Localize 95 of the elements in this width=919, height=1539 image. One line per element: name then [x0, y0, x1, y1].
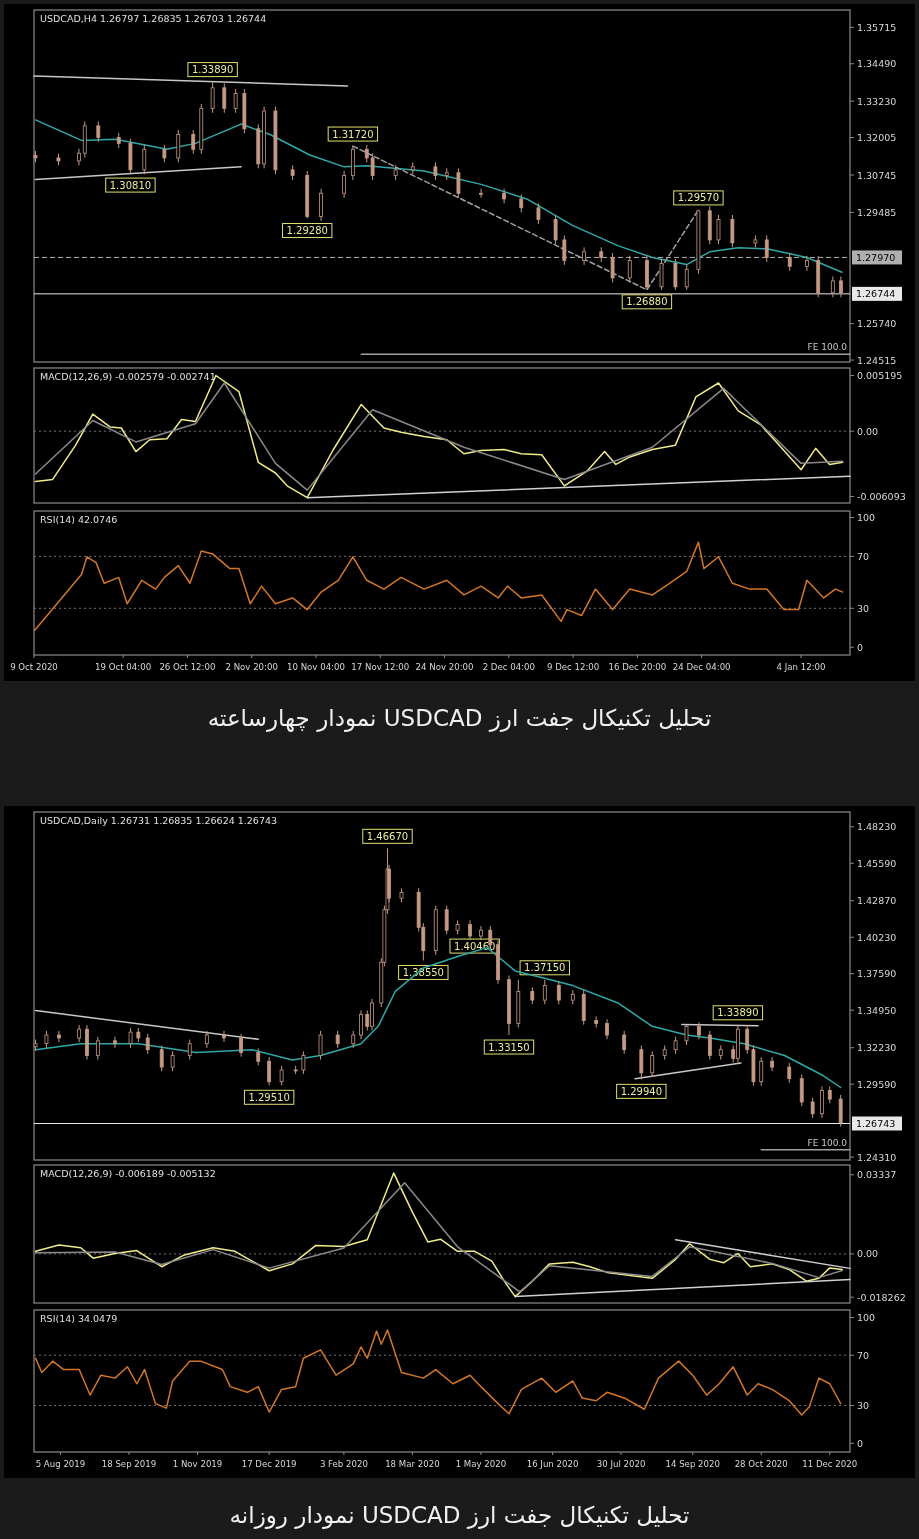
x-tick-label: 2 Nov 20:00: [225, 662, 278, 672]
annotation: 1.31720: [332, 128, 374, 140]
x-tick-label: 28 Oct 2020: [734, 1459, 788, 1469]
price-label: 1.33890: [187, 62, 238, 78]
x-tick-label: 9 Dec 12:00: [546, 662, 600, 672]
y-tick-label: 1.40230: [857, 931, 897, 943]
x-tick-label: 11 Dec 2020: [802, 1459, 858, 1469]
y-tick-label: 1.48230: [857, 821, 897, 833]
y-tick-label: 1.42870: [857, 895, 897, 907]
x-tick-label: 3 Feb 2020: [319, 1459, 368, 1469]
x-tick-label: 19 Oct 04:00: [95, 662, 152, 672]
x-tick-label: 1 May 2020: [455, 1459, 507, 1469]
x-tick-label: 17 Nov 12:00: [351, 662, 410, 672]
text: تحلیل تکنیکال جفت ارز USDCAD نمودار روزانه: [229, 1502, 690, 1529]
y-tick-label: 70: [857, 1349, 870, 1361]
price-label: 1.37150: [519, 960, 570, 976]
text: تحلیل تکنیکال جفت ارز USDCAD نمودار چهارساعته: [207, 705, 712, 732]
annotation: 1.33890: [191, 64, 234, 76]
annotation: 1.33890: [717, 1007, 759, 1019]
x-tick-label: 4 Jan 12:00: [776, 662, 826, 672]
x-tick-label: 16 Dec 20:00: [608, 662, 667, 672]
annotation: 1.46670: [366, 830, 409, 842]
chart-title: RSI(14) 42.0746: [40, 514, 118, 525]
ref-line-label: 1.26744: [856, 288, 896, 300]
y-tick-label: 30: [857, 1400, 870, 1411]
y-tick-label: 100: [857, 1312, 876, 1324]
price-label: 1.29510: [243, 1089, 295, 1105]
x-tick-label: 24 Dec 04:00: [672, 662, 731, 672]
chart-title: RSI(14) 34.0479: [40, 1313, 118, 1324]
price-label: 1.29570: [673, 190, 724, 206]
y-tick-label: 1.24515: [857, 354, 897, 366]
annotation: 1.29570: [677, 192, 720, 204]
x-tick-label: 18 Mar 2020: [385, 1459, 440, 1469]
x-tick-label: 2 Dec 04:00: [482, 662, 536, 672]
y-tick-label: 1.29590: [857, 1078, 897, 1090]
ref-line-label: 1.27970: [856, 251, 896, 263]
y-tick-label: 1.35715: [857, 21, 897, 33]
x-tick-label: 24 Nov 20:00: [415, 662, 474, 672]
annotation: 1.29510: [248, 1091, 290, 1103]
price-label: 1.31720: [327, 126, 379, 142]
x-tick-label: 14 Sep 2020: [665, 1459, 720, 1469]
y-tick-label: 1.37590: [857, 968, 897, 980]
y-tick-label: 1.32005: [857, 132, 897, 144]
y-tick-label: 1.34490: [857, 58, 897, 70]
x-tick-label: 10 Nov 04:00: [287, 662, 345, 672]
x-tick-label: 18 Sep 2019: [101, 1459, 157, 1469]
y-tick-label: 0: [857, 1437, 864, 1449]
x-tick-label: 16 Jun 2020: [526, 1459, 579, 1469]
chart-title: USDCAD,H4 1.26797 1.26835 1.26703 1.26744: [40, 13, 267, 24]
price-label: 1.30810: [105, 177, 156, 193]
x-tick-label: 17 Dec 2019: [241, 1459, 297, 1469]
y-tick-label: -0.018262: [857, 1291, 906, 1303]
annotation: 1.33150: [488, 1041, 530, 1053]
y-tick-label: -0.006093: [857, 491, 906, 502]
price-label: 1.46670: [362, 828, 413, 844]
annotation: 1.30810: [109, 179, 152, 191]
x-tick-label: 1 Nov 2019: [172, 1459, 223, 1469]
annotation: 1.26880: [626, 296, 668, 308]
series-label: FE 100.0: [807, 342, 848, 353]
y-tick-label: 1.24310: [857, 1151, 897, 1163]
y-tick-label: 0: [857, 641, 864, 653]
y-tick-label: 1.45590: [857, 857, 897, 869]
price-label: 1.29940: [616, 1083, 667, 1099]
y-tick-label: 1.32230: [857, 1042, 897, 1054]
y-tick-label: 30: [857, 602, 870, 614]
y-tick-label: 0.00: [857, 1248, 879, 1260]
price-label: 1.33890: [712, 1005, 764, 1021]
annotation: 1.29280: [286, 225, 328, 237]
y-tick-label: 1.25740: [857, 318, 897, 330]
y-tick-label: 0.03337: [857, 1169, 897, 1181]
y-tick-label: 1.29485: [857, 206, 897, 218]
price-label: 1.26880: [621, 294, 673, 310]
chart-title: MACD(12,26,9) -0.002579 -0.002741: [40, 371, 216, 382]
y-tick-label: 0.005195: [857, 370, 903, 382]
line-series: [34, 119, 843, 274]
annotation: 1.29940: [620, 1085, 663, 1097]
x-tick-label: 26 Oct 12:00: [159, 662, 216, 672]
y-tick-label: 1.33230: [857, 95, 897, 107]
chart-title: MACD(12,26,9) -0.006189 -0.005132: [40, 1168, 216, 1179]
series-label: FE 100.0: [807, 1137, 848, 1148]
price-label: 1.33150: [483, 1039, 535, 1055]
x-tick-label: 30 Jul 2020: [596, 1459, 646, 1469]
annotation: 1.37150: [524, 962, 566, 974]
price-label: 1.29280: [282, 223, 333, 239]
y-tick-label: 0.00: [857, 425, 879, 437]
y-tick-label: 70: [857, 550, 870, 562]
y-tick-label: 100: [857, 511, 876, 523]
y-tick-label: 1.34950: [857, 1004, 897, 1016]
line-series: [33, 541, 844, 631]
line-series: [34, 1329, 842, 1416]
y-tick-label: 1.30745: [857, 169, 897, 181]
x-tick-label: 5 Aug 2019: [35, 1459, 86, 1469]
ref-line-label: 1.26743: [856, 1118, 896, 1129]
chart-title: USDCAD,Daily 1.26731 1.26835 1.26624 1.26743: [40, 815, 278, 826]
x-tick-label: 9 Oct 2020: [10, 662, 58, 672]
